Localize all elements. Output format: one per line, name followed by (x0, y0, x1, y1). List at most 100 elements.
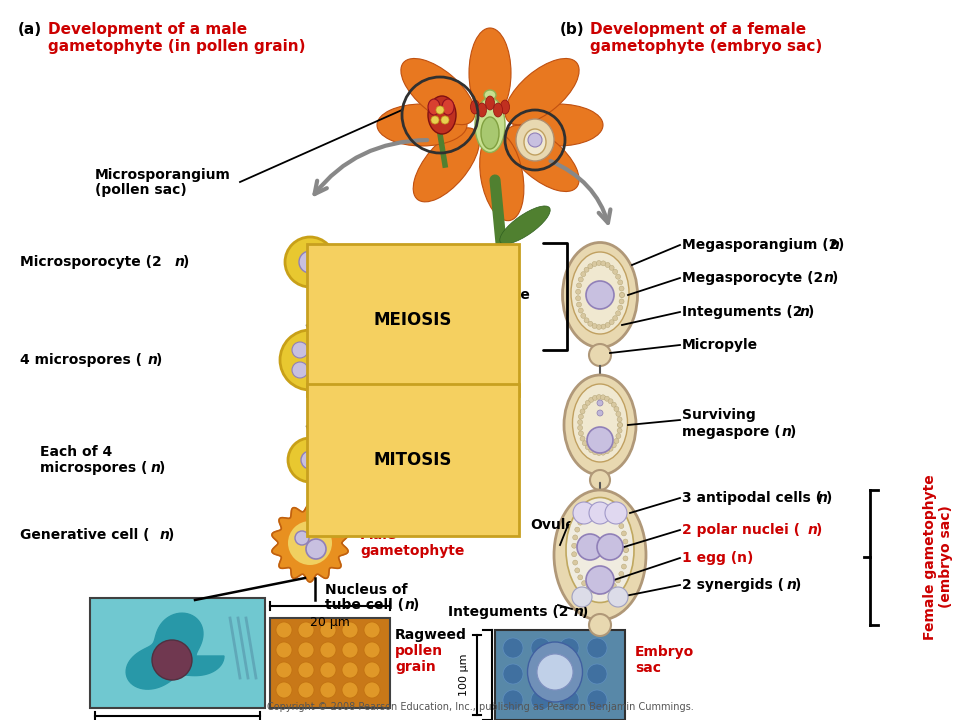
Text: Development of a male
gametophyte (in pollen grain): Development of a male gametophyte (in po… (48, 22, 305, 55)
Text: Integuments (2: Integuments (2 (448, 605, 568, 619)
Circle shape (596, 451, 602, 456)
Ellipse shape (589, 614, 611, 636)
Circle shape (610, 320, 614, 325)
Text: Megasporangium (2: Megasporangium (2 (682, 238, 838, 252)
Circle shape (572, 587, 592, 607)
Circle shape (298, 642, 314, 658)
Circle shape (320, 682, 336, 698)
Circle shape (587, 427, 613, 453)
Text: ): ) (582, 605, 588, 619)
Text: Female gametophyte
(embryo sac): Female gametophyte (embryo sac) (923, 474, 953, 640)
Ellipse shape (470, 100, 479, 114)
Ellipse shape (481, 117, 499, 149)
Ellipse shape (554, 490, 646, 620)
Circle shape (342, 642, 358, 658)
Circle shape (619, 523, 624, 528)
Circle shape (586, 585, 591, 590)
Circle shape (578, 277, 584, 282)
Circle shape (342, 662, 358, 678)
Circle shape (612, 512, 616, 517)
Circle shape (528, 133, 542, 147)
Circle shape (596, 590, 601, 595)
Circle shape (592, 261, 597, 266)
Circle shape (578, 575, 583, 580)
Ellipse shape (477, 103, 487, 117)
Circle shape (576, 289, 581, 294)
Circle shape (559, 664, 579, 684)
Text: 4 microspores (: 4 microspores ( (20, 353, 142, 367)
FancyBboxPatch shape (270, 618, 390, 708)
Circle shape (591, 507, 596, 512)
Circle shape (592, 449, 597, 454)
Circle shape (613, 438, 619, 444)
Circle shape (276, 682, 292, 698)
Ellipse shape (505, 58, 579, 125)
Ellipse shape (484, 90, 496, 100)
Circle shape (573, 502, 595, 524)
Circle shape (571, 544, 577, 548)
Circle shape (312, 362, 328, 378)
Text: pollen: pollen (395, 644, 444, 658)
Text: Nucleus of: Nucleus of (325, 583, 407, 597)
Ellipse shape (572, 384, 628, 462)
Circle shape (579, 414, 584, 419)
Text: ): ) (168, 528, 175, 542)
Circle shape (588, 397, 593, 402)
Circle shape (592, 323, 597, 328)
Text: Integuments (2: Integuments (2 (682, 305, 803, 319)
Circle shape (608, 399, 613, 404)
Ellipse shape (500, 100, 510, 114)
Text: gametophyte: gametophyte (360, 544, 465, 558)
Circle shape (288, 438, 332, 482)
Polygon shape (272, 504, 348, 582)
Circle shape (587, 690, 607, 710)
Circle shape (285, 237, 335, 287)
Ellipse shape (493, 103, 502, 117)
Circle shape (621, 564, 626, 569)
Circle shape (441, 116, 449, 124)
Circle shape (615, 578, 620, 583)
Circle shape (580, 409, 585, 414)
Circle shape (301, 451, 319, 469)
Ellipse shape (563, 243, 637, 348)
Circle shape (597, 534, 623, 560)
Circle shape (612, 443, 616, 448)
Circle shape (619, 286, 624, 291)
Circle shape (342, 682, 358, 698)
Text: Micropyle: Micropyle (682, 338, 758, 352)
Circle shape (616, 411, 621, 416)
Circle shape (298, 662, 314, 678)
Text: grain: grain (395, 660, 436, 674)
Circle shape (342, 622, 358, 638)
Circle shape (364, 622, 380, 638)
Text: n: n (405, 598, 415, 612)
Circle shape (587, 638, 607, 658)
Text: ): ) (816, 523, 823, 537)
Text: Microsporocyte (2: Microsporocyte (2 (20, 255, 161, 269)
Circle shape (298, 622, 314, 638)
Circle shape (589, 502, 611, 524)
Text: n: n (574, 605, 584, 619)
Ellipse shape (451, 246, 509, 274)
Text: n: n (148, 353, 157, 367)
Circle shape (364, 682, 380, 698)
Circle shape (608, 446, 613, 451)
Text: ): ) (159, 461, 165, 475)
Circle shape (617, 423, 622, 428)
Text: n: n (824, 271, 834, 285)
Circle shape (531, 664, 551, 684)
Circle shape (436, 106, 444, 114)
Circle shape (578, 420, 583, 425)
Text: 3 antipodal cells (: 3 antipodal cells ( (682, 491, 822, 505)
Circle shape (578, 520, 583, 525)
Circle shape (597, 400, 603, 406)
Ellipse shape (413, 128, 479, 202)
Text: megaspore (: megaspore ( (682, 425, 780, 439)
Text: ): ) (826, 491, 832, 505)
Text: sac: sac (635, 661, 661, 675)
Text: ): ) (183, 255, 189, 269)
Text: (b): (b) (560, 22, 585, 37)
Ellipse shape (590, 470, 610, 490)
Circle shape (623, 547, 629, 552)
Text: n: n (830, 238, 840, 252)
